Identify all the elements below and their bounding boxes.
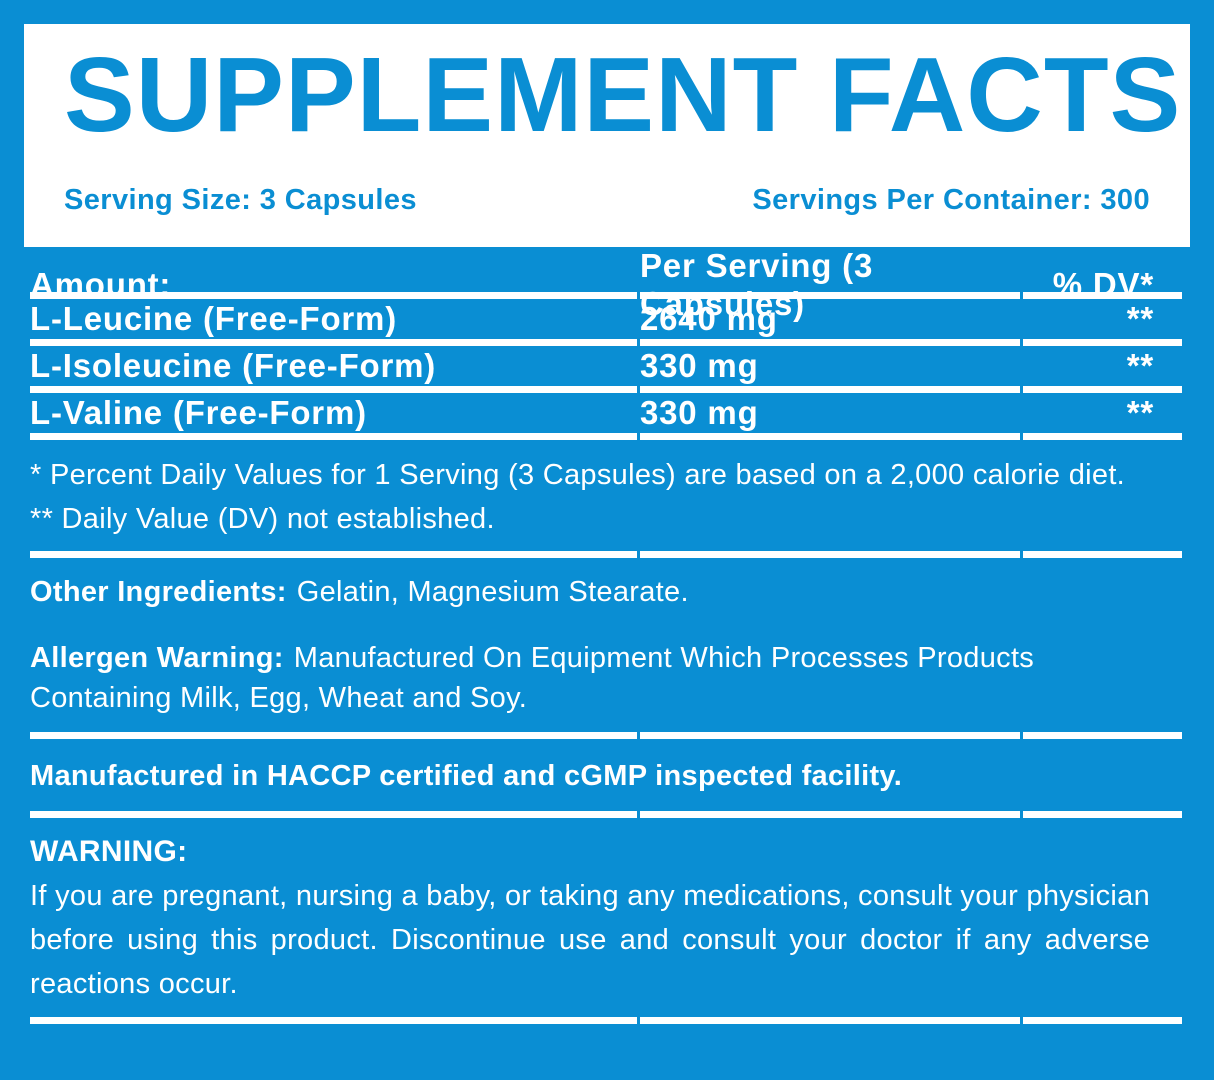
other-ingredients-value: Gelatin, Magnesium Stearate. [296,576,689,608]
section-divider [30,551,1182,558]
divider-segment [640,386,1020,393]
divider-segment [1023,339,1182,346]
ingredient-name: L-Isoleucine (Free-Form) [30,347,437,384]
warning-body: If you are pregnant, nursing a baby, or … [30,880,1150,1000]
dv-not-established-footnote: ** Daily Value (DV) not established. [30,503,495,535]
divider-segment [1023,386,1182,393]
divider-segment [640,292,1020,299]
section-divider [30,339,1182,346]
warning-heading: WARNING: [30,835,188,868]
divider-segment [640,732,1020,739]
column-header-per-serving: Per Serving (3 Capsules) [640,247,874,322]
warning-section: WARNING: If you are pregnant, nursing a … [0,818,1214,1017]
divider-segment [30,551,637,558]
divider-segment [30,433,637,440]
divider-segment [640,1017,1020,1024]
divider-segment [30,811,637,818]
other-ingredients-line: Other Ingredients: Gelatin, Magnesium Ste… [30,572,1150,612]
section-divider [30,811,1182,818]
divider-segment [1023,1017,1182,1024]
servings-per-container-text: Servings Per Container: 300 [752,184,1150,216]
ingredient-name: L-Valine (Free-Form) [30,394,367,431]
footnotes-section: * Percent Daily Values for 1 Serving (3 … [0,440,1214,551]
section-divider [30,292,1182,299]
manufactured-note: Manufactured in HACCP certified and cGMP… [30,760,903,792]
manufactured-section: Manufactured in HACCP certified and cGMP… [0,739,1214,811]
divider-segment [1023,551,1182,558]
section-divider [30,433,1182,440]
ingredient-amount: 330 mg [640,394,759,431]
table-header-row: Amount: Per Serving (3 Capsules) % DV* [0,247,1214,322]
section-divider [30,386,1182,393]
table-row: L-Isoleucine (Free-Form) 330 mg ** [0,346,1214,386]
page-title: SUPPLEMENT FACTS [64,36,1182,154]
other-ingredients-label: Other Ingredients: [30,576,287,608]
divider-segment [30,339,637,346]
divider-segment [1023,433,1182,440]
serving-info-row: Serving Size: 3 Capsules Servings Per Co… [64,184,1150,217]
serving-size-text: Serving Size: 3 Capsules [64,184,417,216]
divider-segment [640,811,1020,818]
divider-segment [30,292,637,299]
section-divider [30,1017,1182,1024]
ingredient-name: L-Leucine (Free-Form) [30,300,397,337]
divider-segment [30,1017,637,1024]
divider-segment [640,339,1020,346]
divider-segment [640,433,1020,440]
allergen-warning-line: Allergen Warning: Manufactured On Equipme… [30,638,1150,718]
ingredient-amount: 2640 mg [640,300,778,337]
allergen-warning-label: Allergen Warning: [30,642,284,674]
divider-segment [640,551,1020,558]
divider-segment [1023,811,1182,818]
ingredient-dv: ** [1126,300,1154,337]
ingredient-amount: 330 mg [640,347,759,384]
divider-segment [1023,732,1182,739]
label-header-panel: SUPPLEMENT FACTS Serving Size: 3 Capsule… [24,24,1190,247]
ingredients-section: Other Ingredients: Gelatin, Magnesium Ste… [0,558,1214,732]
ingredient-dv: ** [1126,394,1154,431]
divider-segment [30,386,637,393]
ingredient-dv: ** [1126,347,1154,384]
table-row: L-Valine (Free-Form) 330 mg ** [0,393,1214,433]
facts-body: Amount: Per Serving (3 Capsules) % DV* L… [0,247,1214,1080]
table-row: L-Leucine (Free-Form) 2640 mg ** [0,299,1214,339]
divider-segment [1023,292,1182,299]
allergen-warning-value: Manufactured On Equipment Which Processe… [30,642,1035,714]
section-divider [30,732,1182,739]
divider-segment [30,732,637,739]
daily-value-footnote: * Percent Daily Values for 1 Serving (3 … [30,459,1126,491]
